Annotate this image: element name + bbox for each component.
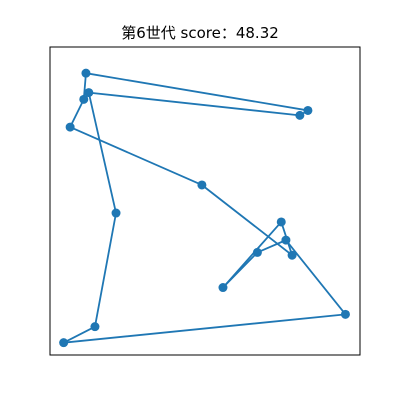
data-point xyxy=(281,235,291,245)
data-point xyxy=(59,338,69,348)
data-point xyxy=(276,217,286,227)
axes-frame xyxy=(49,46,361,356)
path-segment xyxy=(94,212,117,328)
data-point xyxy=(340,309,350,319)
data-point xyxy=(252,247,262,257)
data-point xyxy=(197,180,207,190)
path-segment xyxy=(285,239,347,316)
path-segment xyxy=(256,239,287,254)
path-segment xyxy=(85,72,309,112)
data-point xyxy=(218,283,228,293)
path-segment xyxy=(87,91,301,117)
data-point xyxy=(295,110,305,120)
data-point xyxy=(90,322,100,332)
data-point xyxy=(303,105,313,115)
city-points xyxy=(59,68,350,348)
path-segment xyxy=(69,126,203,186)
path-segment xyxy=(62,325,96,344)
path-segment xyxy=(87,91,117,214)
data-point xyxy=(287,250,297,260)
data-point xyxy=(111,208,121,218)
data-point xyxy=(79,94,89,104)
path-segment xyxy=(69,98,85,128)
path-segment xyxy=(62,313,347,344)
chart-title: 第6世代 score：48.32 xyxy=(121,24,279,42)
data-point xyxy=(81,68,91,78)
data-point xyxy=(65,122,75,132)
path-segment xyxy=(222,251,259,289)
data-point xyxy=(84,88,94,98)
tour-path xyxy=(62,72,347,344)
